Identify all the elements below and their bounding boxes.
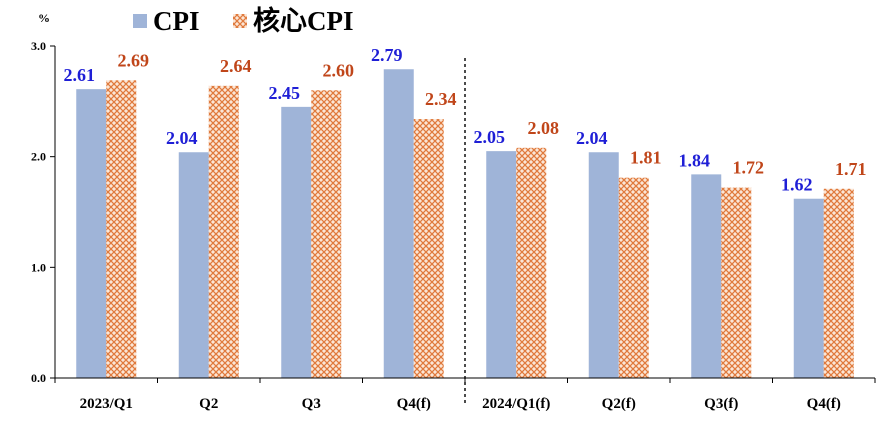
category-label: Q3(f) <box>704 396 738 412</box>
legend-label-core-cpi: 核心CPI <box>253 5 354 36</box>
core-cpi-bar <box>516 147 547 378</box>
category-label: Q4(f) <box>397 396 431 412</box>
x-axis: 2023/Q1 Q2 Q3 Q4(f) 2024/Q1(f) Q2(f) Q3(f) Q4(f… <box>54 58 876 412</box>
cpi-bar <box>383 69 414 379</box>
cpi-value-label: 2.61 <box>64 65 96 85</box>
core-cpi-bar <box>413 119 444 378</box>
core-cpi-value-label: 2.34 <box>425 89 457 109</box>
core-cpi-bar <box>208 85 239 378</box>
core-cpi-bar <box>311 90 342 379</box>
y-unit-label: % <box>38 11 50 25</box>
category-label: 2023/Q1 <box>80 396 133 412</box>
cpi-bar <box>76 89 107 378</box>
bars <box>76 69 854 379</box>
category-label: 2024/Q1(f) <box>482 396 550 412</box>
cpi-value-label: 2.45 <box>269 83 301 103</box>
core-cpi-value-label: 1.71 <box>835 159 867 179</box>
cpi-bar <box>793 198 824 378</box>
y-tick-label: 0.0 <box>31 371 46 385</box>
cpi-bar <box>281 106 312 378</box>
core-cpi-value-label: 1.81 <box>630 148 662 168</box>
cpi-value-label: 2.79 <box>371 45 403 65</box>
legend-swatch-core-cpi <box>233 14 247 28</box>
cpi-value-label: 2.04 <box>166 128 198 148</box>
cpi-bar <box>691 174 722 378</box>
y-tick-label: 2.0 <box>31 150 46 164</box>
value-labels: 2.61 2.69 2.04 2.64 2.45 2.60 2.79 2.34 2.05 2.08… <box>64 45 867 194</box>
core-cpi-value-label: 1.72 <box>733 158 765 178</box>
legend: CPI 核心CPI <box>133 5 354 36</box>
y-tick-label: 3.0 <box>31 39 46 53</box>
core-cpi-value-label: 2.08 <box>528 118 560 138</box>
cpi-bar <box>178 152 209 378</box>
category-label: Q4(f) <box>807 396 841 412</box>
core-cpi-bar <box>106 80 137 378</box>
core-cpi-bar <box>618 177 649 378</box>
core-cpi-bar <box>721 187 752 378</box>
core-cpi-value-label: 2.60 <box>323 60 355 80</box>
category-label: Q3 <box>302 396 321 412</box>
cpi-value-label: 2.04 <box>576 128 608 148</box>
legend-swatch-cpi <box>133 14 147 28</box>
category-label: Q2(f) <box>602 396 636 412</box>
cpi-value-label: 1.84 <box>679 150 711 170</box>
core-cpi-bar <box>823 188 854 378</box>
category-label: Q2 <box>199 396 218 412</box>
core-cpi-value-label: 2.69 <box>118 50 150 70</box>
cpi-bar <box>588 152 619 378</box>
y-tick-label: 1.0 <box>31 260 46 274</box>
cpi-value-label: 1.62 <box>781 175 813 195</box>
y-axis: 0.0 1.0 2.0 3.0 <box>31 39 56 385</box>
legend-label-cpi: CPI <box>153 6 200 36</box>
cpi-value-label: 2.05 <box>474 127 506 147</box>
core-cpi-value-label: 2.64 <box>220 56 252 76</box>
cpi-bar <box>486 151 517 378</box>
